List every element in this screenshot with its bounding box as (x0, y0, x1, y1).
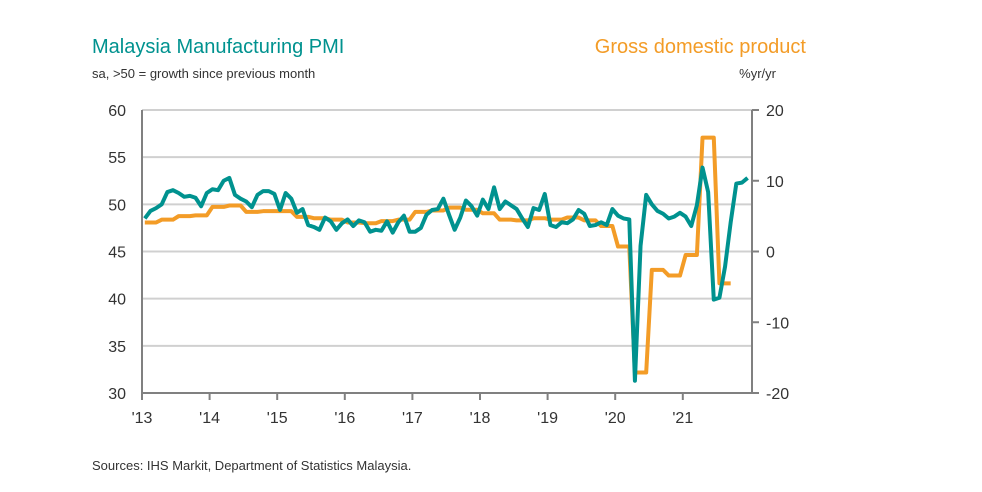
left-tick-label: 40 (108, 292, 126, 309)
left-tick-label: 50 (108, 197, 126, 214)
left-tick-label: 30 (108, 386, 126, 403)
right-tick-label: 20 (766, 103, 784, 120)
left-axis-subtitle: sa, >50 = growth since previous month (92, 66, 316, 81)
right-axis-subtitle: %yr/yr (739, 66, 776, 81)
right-tick-label: -10 (766, 315, 789, 332)
x-tick-label: '15 (267, 410, 288, 427)
pmi-line (143, 165, 749, 383)
x-tick-label: '14 (199, 410, 220, 427)
right-tick-label: 0 (766, 245, 775, 262)
left-tick-label: 55 (108, 150, 126, 167)
right-tick-label: -20 (766, 386, 789, 403)
x-tick-label: '19 (537, 410, 558, 427)
x-tick-label: '18 (470, 410, 491, 427)
x-tick-label: '20 (605, 410, 626, 427)
gdp-line (144, 135, 731, 375)
x-tick-label: '21 (672, 410, 693, 427)
left-tick-label: 45 (108, 245, 126, 262)
source-note: Sources: IHS Markit, Department of Stati… (92, 458, 412, 473)
left-tick-label: 35 (108, 339, 126, 356)
x-tick-label: '16 (334, 410, 355, 427)
chart-title-left: Malaysia Manufacturing PMI (92, 36, 345, 58)
x-tick-label: '13 (132, 410, 153, 427)
right-tick-label: 10 (766, 174, 784, 191)
chart-title-right: Gross domestic product (594, 36, 806, 58)
left-tick-label: 60 (108, 103, 126, 120)
x-tick-label: '17 (402, 410, 423, 427)
